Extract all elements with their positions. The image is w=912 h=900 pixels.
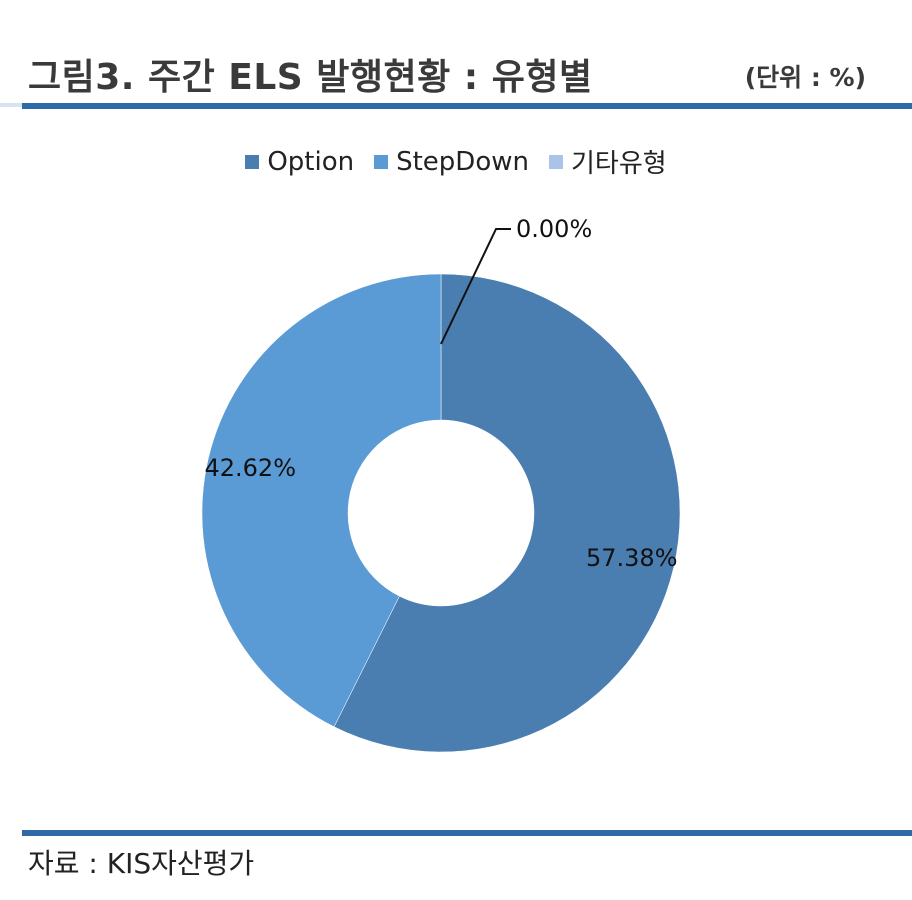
bottom-rule — [22, 830, 912, 836]
donut-slice-option — [333, 273, 681, 753]
legend-label-option: Option — [267, 146, 355, 177]
data-label-option: 57.38% — [586, 544, 678, 572]
chart-title: 그림3. 주간 ELS 발행현황 : 유형별 — [28, 57, 593, 98]
top-rule — [22, 103, 912, 109]
legend-swatch-option — [245, 154, 260, 169]
legend-label-other: 기타유형 — [570, 149, 667, 179]
donut-slice-stepdown — [201, 273, 442, 728]
legend-item-other: 기타유형 — [548, 143, 667, 180]
legend-item-stepdown: StepDown — [374, 147, 529, 177]
legend-swatch-stepdown — [374, 154, 389, 169]
legend-label-stepdown: StepDown — [396, 146, 529, 177]
leader-line-other — [440, 228, 511, 345]
unit-label: (단위 : %) — [744, 63, 866, 92]
legend-item-option: Option — [245, 147, 354, 177]
data-label-other: 0.00% — [516, 215, 592, 243]
legend-swatch-other — [548, 154, 563, 169]
data-label-stepdown: 42.62% — [204, 454, 296, 482]
top-rule-accent — [0, 103, 22, 107]
source-note: 자료 : KIS자산평가 — [28, 847, 255, 880]
chart-legend: Option StepDown 기타유형 — [0, 143, 912, 180]
